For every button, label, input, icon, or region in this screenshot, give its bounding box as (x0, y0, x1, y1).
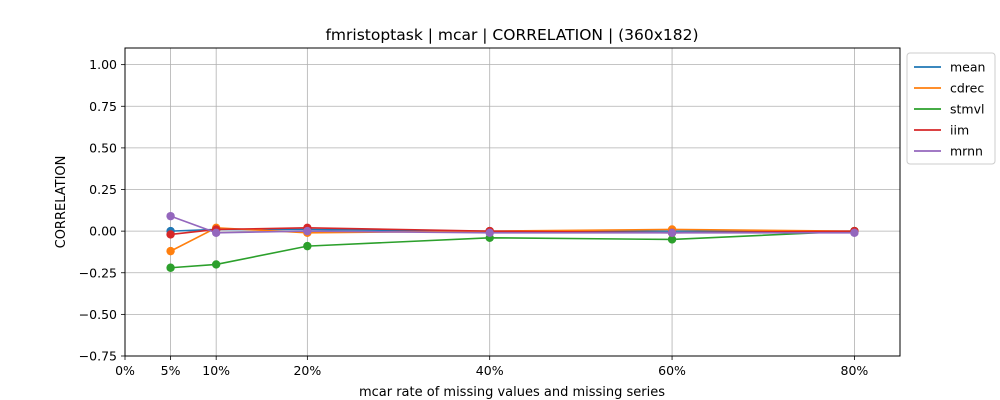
data-point-mrnn (303, 226, 312, 236)
data-point-mrnn (211, 228, 221, 237)
y-tick-label: −0.50 (79, 307, 117, 322)
data-point-cdrec (166, 246, 175, 256)
data-point-stmvl (667, 235, 677, 244)
data-point-stmvl (166, 263, 175, 272)
data-point-mrnn (850, 228, 859, 237)
y-tick-label: −0.25 (79, 265, 117, 280)
legend-label-cdrec: cdrec (950, 81, 984, 96)
x-tick-label: 10% (202, 363, 230, 378)
y-tick-label: 0.25 (89, 182, 117, 197)
data-point-mrnn (166, 211, 175, 221)
plot-frame (124, 47, 901, 357)
data-point-stmvl (211, 260, 221, 269)
y-axis-ticks: −0.75 −0.50 −0.25 0.00 0.25 0.50 0.75 1.00 (79, 57, 125, 364)
legend-label-mean: mean (950, 60, 985, 75)
legend: mean cdrec stmvl iim mrnn (906, 52, 996, 165)
x-tick-label: 60% (658, 363, 686, 378)
y-tick-label: −0.75 (79, 349, 117, 364)
x-tick-label: 40% (476, 363, 504, 378)
data-point-mrnn (485, 228, 494, 237)
y-tick-label: 0.75 (89, 99, 117, 114)
series-line-stmvl (170, 230, 855, 269)
series-line-mrnn (170, 215, 855, 234)
x-tick-label: 80% (841, 363, 869, 378)
data-point-mrnn (667, 228, 677, 237)
series-layer (166, 211, 859, 272)
x-axis-title: mcar rate of missing values and missing … (359, 385, 665, 400)
legend-label-iim: iim (950, 123, 969, 138)
x-tick-label: 5% (161, 363, 181, 378)
series-stmvl (166, 226, 859, 272)
x-tick-label: 0% (115, 363, 135, 378)
legend-label-mrnn: mrnn (950, 144, 983, 159)
y-axis-title: CORRELATION (54, 156, 69, 249)
data-point-stmvl (303, 241, 312, 251)
series-mrnn (166, 211, 859, 237)
legend-box (906, 52, 996, 165)
x-tick-label: 20% (293, 363, 321, 378)
legend-label-stmvl: stmvl (950, 102, 984, 117)
x-axis-ticks: 0% 5% 10% 20% 40% 60% 80% (115, 356, 868, 378)
data-point-iim (166, 230, 175, 239)
y-tick-label: 0.00 (89, 224, 117, 239)
grid (124, 48, 900, 357)
chart-title: fmristoptask | mcar | CORRELATION | (360… (325, 26, 698, 44)
y-tick-label: 1.00 (89, 57, 117, 72)
y-tick-label: 0.50 (89, 140, 117, 155)
